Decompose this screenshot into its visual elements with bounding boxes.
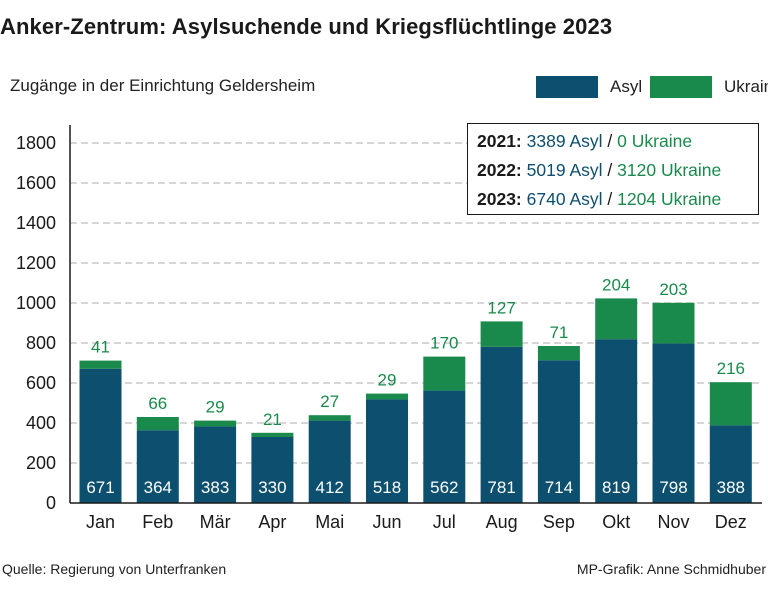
bar-asyl-9: [595, 339, 638, 503]
bar-ukraine-6: [423, 356, 466, 391]
bar-ukraine-4: [308, 415, 351, 421]
chart-subtitle: Zugänge in der Einrichtung Geldersheim: [10, 76, 316, 95]
bar-ukraine-1: [136, 417, 179, 431]
summary-ukraine: 1204 Ukraine: [617, 189, 722, 209]
data-label-asyl: 671: [86, 478, 114, 497]
y-tick-label: 0: [46, 493, 56, 513]
summary-ukraine: 3120 Ukraine: [617, 160, 722, 180]
x-tick-label: Jan: [86, 512, 115, 532]
summary-row-2021: 2021: 3389 Asyl / 0 Ukraine: [477, 127, 758, 156]
data-label-asyl: 388: [717, 478, 745, 497]
bar-ukraine-8: [537, 346, 580, 361]
x-tick-label: Aug: [486, 512, 518, 532]
x-tick-label: Nov: [657, 512, 689, 532]
legend-swatch-ukraine: [650, 76, 712, 98]
bar-asyl-5: [366, 399, 408, 503]
legend-item-ukraine: Ukraine: [650, 76, 768, 98]
bar-ukraine-7: [480, 321, 523, 347]
x-tick-label: Okt: [602, 512, 630, 532]
legend-swatch-asyl: [536, 76, 598, 98]
legend-label-asyl: Asyl: [610, 77, 643, 96]
data-label-ukraine: 216: [717, 359, 745, 378]
data-label-asyl: 412: [316, 478, 344, 497]
data-label-ukraine: 204: [602, 275, 630, 294]
x-tick-label: Mär: [200, 512, 231, 532]
y-tick-label: 200: [26, 453, 56, 473]
yearly-summary-box: 2021: 3389 Asyl / 0 Ukraine 2022: 5019 A…: [467, 123, 759, 215]
x-tick-label: Dez: [715, 512, 747, 532]
bar-ukraine-2: [194, 420, 237, 427]
summary-separator: /: [607, 160, 613, 180]
data-label-asyl: 562: [430, 478, 458, 497]
summary-asyl: 5019 Asyl: [526, 160, 603, 180]
y-tick-label: 1600: [16, 173, 56, 193]
summary-asyl: 6740 Asyl: [526, 189, 603, 209]
summary-year: 2023:: [477, 189, 522, 209]
x-tick-label: Mai: [315, 512, 344, 532]
data-label-ukraine: 71: [549, 323, 568, 342]
data-label-ukraine: 66: [148, 394, 167, 413]
legend-label-ukraine: Ukraine: [724, 77, 768, 96]
bar-ukraine-9: [595, 298, 638, 340]
bar-asyl-0: [79, 368, 122, 503]
data-label-ukraine: 29: [378, 371, 397, 390]
y-tick-label: 800: [26, 333, 56, 353]
bar-asyl-8: [537, 360, 580, 503]
legend-item-asyl: Asyl: [536, 76, 642, 98]
data-label-ukraine: 29: [206, 398, 225, 417]
data-label-ukraine: 170: [430, 334, 458, 353]
data-label-asyl: 383: [201, 478, 229, 497]
bar-asyl-6: [423, 390, 466, 503]
bar-asyl-4: [308, 420, 351, 503]
data-label-asyl: 714: [545, 478, 573, 497]
bar-ukraine-10: [652, 302, 695, 344]
bar-asyl-7: [480, 346, 523, 503]
data-label-ukraine: 127: [487, 298, 515, 317]
graphic-credit: MP-Grafik: Anne Schmidhuber: [576, 561, 766, 577]
bar-asyl-3: [251, 437, 294, 503]
data-label-asyl: 364: [144, 478, 172, 497]
y-tick-label: 1400: [16, 213, 56, 233]
data-label-ukraine: 21: [263, 410, 282, 429]
data-label-asyl: 781: [487, 478, 515, 497]
bar-ukraine-5: [366, 393, 408, 400]
data-label-ukraine: 203: [659, 280, 687, 299]
y-tick-label: 1800: [16, 133, 56, 153]
summary-year: 2021:: [477, 131, 522, 151]
x-tick-label: Apr: [258, 512, 286, 532]
summary-row-2023: 2023: 6740 Asyl / 1204 Ukraine: [477, 185, 758, 214]
summary-separator: /: [607, 189, 613, 209]
summary-ukraine: 0 Ukraine: [617, 131, 693, 151]
summary-row-2022: 2022: 5019 Asyl / 3120 Ukraine: [477, 156, 758, 185]
y-tick-label: 600: [26, 373, 56, 393]
bar-ukraine-0: [79, 360, 122, 369]
x-tick-label: Feb: [142, 512, 173, 532]
data-label-asyl: 819: [602, 478, 630, 497]
data-label-asyl: 330: [258, 478, 286, 497]
x-tick-label: Sep: [543, 512, 575, 532]
stacked-bar-chart: 0 200 400 600 800 1000 1200 1400 1600 1800 671 41 Ja…: [16, 125, 762, 532]
source-note: Quelle: Regierung von Unterfranken: [2, 561, 227, 577]
y-tick-label: 400: [26, 413, 56, 433]
bar-asyl-10: [652, 343, 695, 503]
x-tick-label: Jun: [372, 512, 401, 532]
summary-separator: /: [607, 131, 613, 151]
bar-asyl-2: [194, 426, 237, 503]
bar-ukraine-3: [251, 432, 294, 437]
data-label-asyl: 798: [659, 478, 687, 497]
bar-asyl-11: [709, 425, 752, 503]
data-label-ukraine: 27: [320, 392, 339, 411]
x-tick-label: Jul: [433, 512, 456, 532]
y-tick-label: 1000: [16, 293, 56, 313]
data-label-ukraine: 41: [91, 338, 110, 357]
y-tick-label: 1200: [16, 253, 56, 273]
data-label-asyl: 518: [373, 478, 401, 497]
bar-ukraine-11: [709, 382, 752, 426]
summary-year: 2022:: [477, 160, 522, 180]
summary-asyl: 3389 Asyl: [526, 131, 603, 151]
bar-asyl-1: [136, 430, 179, 503]
chart-title: Anker-Zentrum: Asylsuchende und Kriegsfl…: [0, 14, 613, 39]
